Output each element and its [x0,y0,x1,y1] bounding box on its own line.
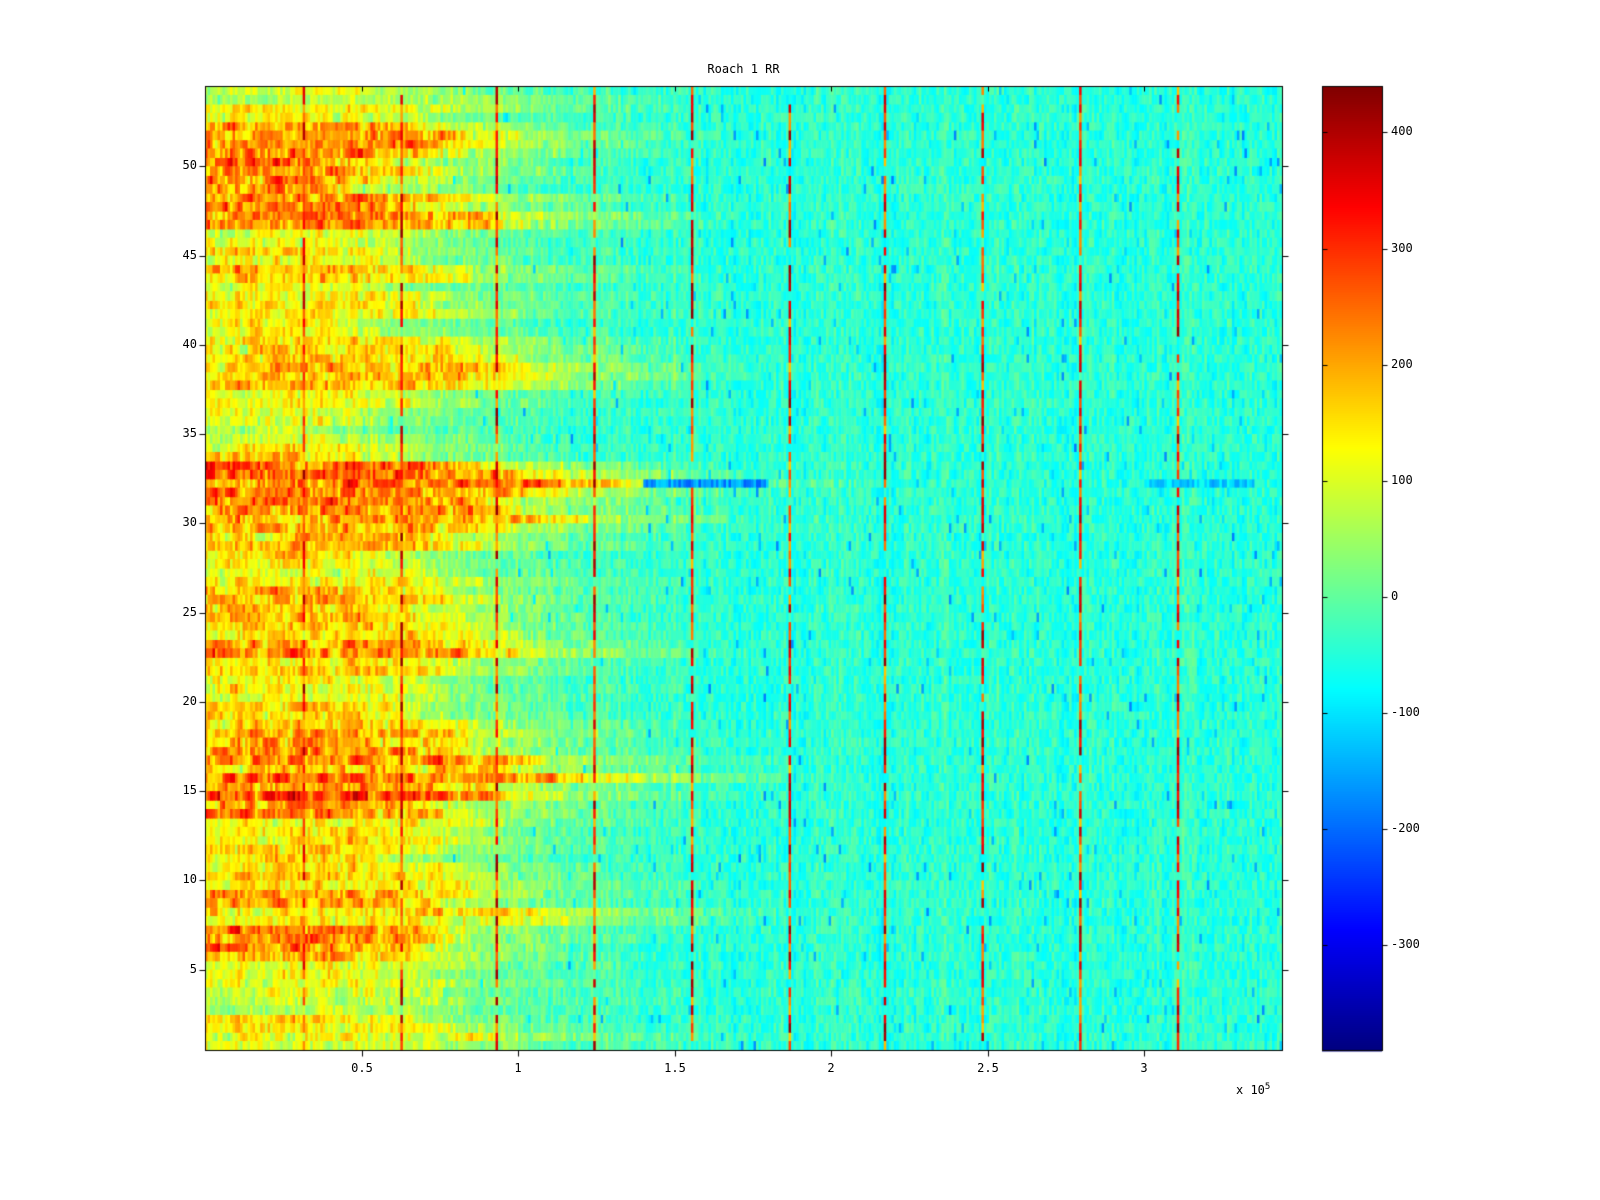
colorbar-tick-label: -300 [1391,937,1420,951]
y-tick-label: 40 [182,337,197,351]
y-tick-label: 25 [182,605,197,619]
y-tick-label: 50 [182,158,197,172]
colorbar-tick-label: 300 [1391,241,1413,255]
y-tick-label: 5 [189,962,197,976]
x-tick-label: 1.5 [664,1061,686,1075]
y-tick-label: 30 [182,515,197,529]
y-tick-label: 35 [182,426,197,440]
colorbar-tick-label: -100 [1391,705,1420,719]
x-scale-mantissa: x 10 [1236,1083,1265,1097]
colorbar-tick-label: 200 [1391,357,1413,371]
colorbar-tick-label: 100 [1391,473,1413,487]
chart-title: Roach 1 RR [707,62,780,76]
y-tick-label: 20 [182,694,197,708]
colorbar-tick-label: 400 [1391,124,1413,138]
x-tick-label: 3 [1140,1061,1148,1075]
x-tick-label: 1 [514,1061,522,1075]
x-tick-label: 2.5 [977,1061,999,1075]
colorbar-tick-label: 0 [1391,589,1399,603]
x-scale-exponent: 5 [1264,1082,1271,1092]
y-tick-label: 45 [182,248,197,262]
x-tick-label: 0.5 [351,1061,373,1075]
colorbar-tick-label: -200 [1391,821,1420,835]
y-tick-label: 10 [182,872,197,886]
x-tick-label: 2 [827,1061,835,1075]
y-tick-label: 15 [182,783,197,797]
x-axis-scale-label: x 105 [1236,1082,1270,1097]
